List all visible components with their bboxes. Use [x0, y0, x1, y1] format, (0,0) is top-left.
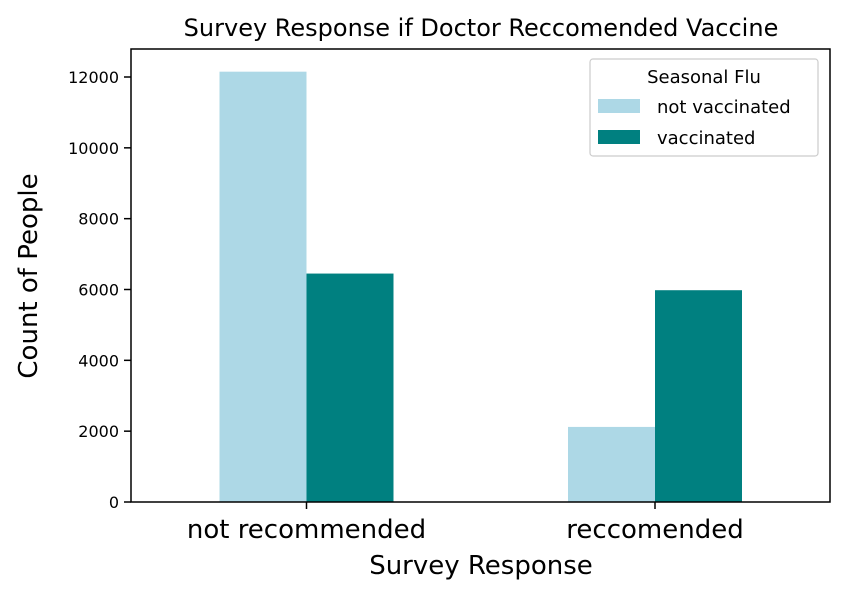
bar-vaccinated-not-recommended — [306, 273, 394, 502]
y-tick-label: 12000 — [68, 68, 119, 87]
y-tick-label: 2000 — [78, 422, 119, 441]
y-tick-label: 8000 — [78, 210, 119, 229]
legend-swatch-not-vaccinated — [598, 99, 640, 113]
x-tick-label-reccomended: reccomended — [566, 515, 743, 545]
bar-vaccinated-reccomended — [655, 290, 742, 502]
legend-title: Seasonal Flu — [647, 67, 761, 88]
bar-not-vaccinated-not-recommended — [219, 71, 307, 502]
legend: Seasonal Flu not vaccinated vaccinated — [589, 58, 819, 157]
y-axis-title: Count of People — [14, 173, 44, 378]
x-axis-title: Survey Response — [369, 551, 593, 581]
chart-title: Survey Response if Doctor Reccomended Va… — [184, 14, 779, 42]
legend-label-not-vaccinated: not vaccinated — [657, 97, 791, 118]
plot-frame — [130, 48, 831, 503]
x-tick-label-not-recommended: not recommended — [187, 515, 426, 545]
y-axis: 0 2000 4000 6000 8000 10000 12000 — [68, 68, 131, 512]
x-axis: not recommended reccomended — [187, 502, 744, 545]
legend-frame — [589, 58, 819, 157]
legend-label-vaccinated: vaccinated — [657, 128, 755, 149]
bar-not-vaccinated-reccomended — [568, 426, 655, 502]
y-tick-label: 10000 — [68, 139, 119, 158]
y-tick-label: 0 — [109, 493, 119, 512]
y-tick-label: 4000 — [78, 351, 119, 370]
y-tick-label: 6000 — [78, 281, 119, 300]
legend-swatch-vaccinated — [598, 130, 640, 144]
bars-group — [219, 71, 742, 502]
